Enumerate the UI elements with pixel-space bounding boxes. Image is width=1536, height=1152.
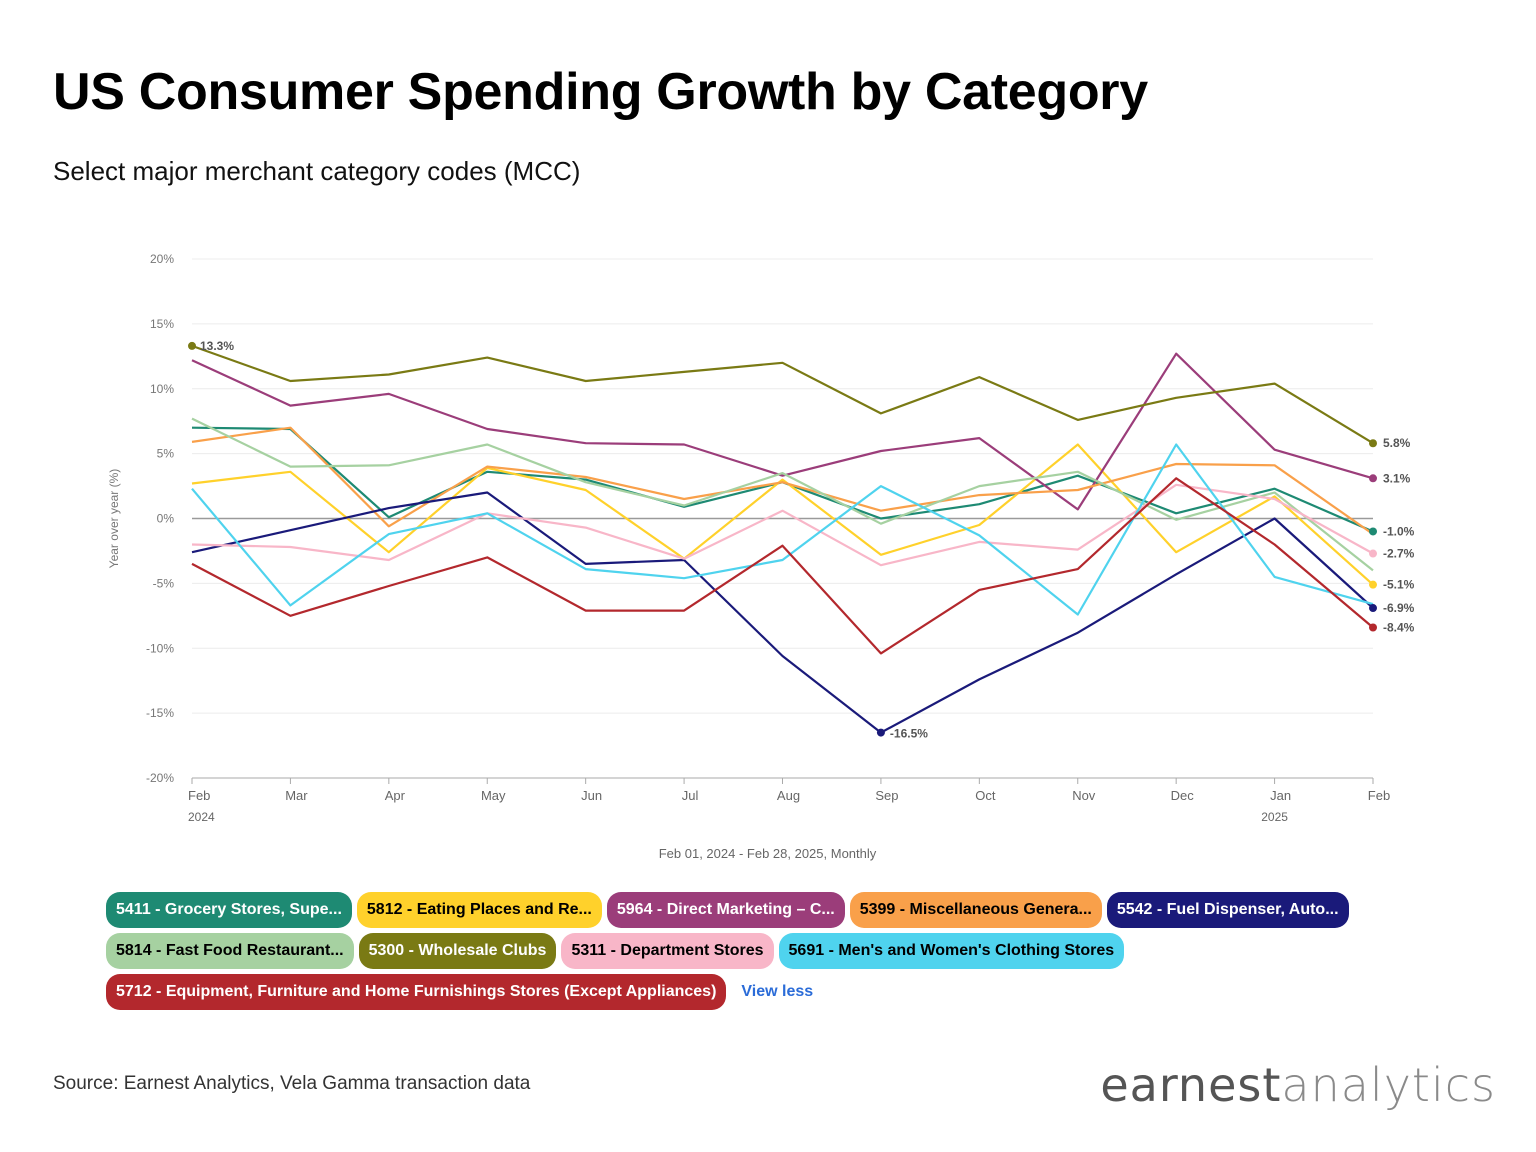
x-axis-label: Feb 01, 2024 - Feb 28, 2025, Monthly bbox=[659, 846, 877, 861]
x-tick-label: Dec bbox=[1171, 788, 1195, 803]
legend-item[interactable]: 5399 - Miscellaneous Genera... bbox=[849, 892, 1102, 928]
logo-text-bold: earnest bbox=[1100, 1058, 1282, 1112]
legend-item[interactable]: 5311 - Department Stores bbox=[561, 933, 774, 969]
x-axis: Feb Mar Apr May Jun Jul Aug Sep Oct Nov Dec Jan Feb 2… bbox=[188, 777, 1390, 861]
view-less-link[interactable]: View less bbox=[741, 983, 814, 1000]
end-value-label: -5.1% bbox=[1383, 578, 1415, 592]
series-line bbox=[191, 477, 1374, 655]
series-line bbox=[191, 344, 1374, 445]
x-tick-label: Sep bbox=[875, 788, 898, 803]
end-point-marker bbox=[1369, 623, 1377, 632]
x-tick-label: Feb bbox=[1368, 788, 1390, 803]
start-value-label: 13.3% bbox=[200, 339, 234, 353]
series-line bbox=[191, 443, 1374, 616]
y-tick-label: -10% bbox=[146, 641, 174, 655]
end-point-marker bbox=[1369, 474, 1377, 483]
x-year-label: 2024 bbox=[188, 810, 215, 824]
min-value-label: -16.5% bbox=[890, 727, 928, 741]
series-line bbox=[191, 483, 1374, 567]
series-line bbox=[191, 443, 1374, 586]
x-tick-label: May bbox=[481, 788, 506, 803]
grid-lines bbox=[192, 258, 1373, 779]
x-tick-label: Aug bbox=[777, 788, 800, 803]
y-axis: -20% -15% -10% -5% 0% 5% 10% 15% 20% Year over ye… bbox=[107, 252, 174, 785]
source-note: Source: Earnest Analytics, Vela Gamma tr… bbox=[53, 1073, 531, 1094]
data-labels: -1.0% -5.1% 3.1% -6.9% 5.8% 13.3% -2.7% -8.4% -1… bbox=[188, 339, 1415, 741]
y-tick-label: -20% bbox=[146, 771, 174, 785]
legend-item[interactable]: 5411 - Grocery Stores, Supe... bbox=[106, 892, 352, 928]
legend-row: 5814 - Fast Food Restaurant... 5300 - Who… bbox=[106, 933, 1406, 969]
legend-row: 5411 - Grocery Stores, Supe... 5812 - Eat… bbox=[106, 892, 1406, 928]
x-tick-label: Jan bbox=[1270, 788, 1291, 803]
series-lines bbox=[191, 344, 1374, 734]
legend-item[interactable]: 5542 - Fuel Dispenser, Auto... bbox=[1106, 892, 1349, 928]
legend-row: 5712 - Equipment, Furniture and Home Fur… bbox=[106, 974, 1406, 1010]
line-chart: -20% -15% -10% -5% 0% 5% 10% 15% 20% Year over ye… bbox=[107, 252, 1415, 861]
legend-item[interactable]: 5964 - Direct Marketing – C... bbox=[606, 892, 845, 928]
end-point-marker bbox=[1369, 549, 1377, 558]
legend: 5411 - Grocery Stores, Supe... 5812 - Eat… bbox=[106, 892, 1406, 1015]
end-value-label: 5.8% bbox=[1383, 436, 1411, 450]
y-tick-label: 5% bbox=[157, 447, 175, 461]
end-point-marker bbox=[1369, 580, 1377, 589]
end-value-label: -6.9% bbox=[1383, 601, 1415, 615]
series-line bbox=[191, 426, 1374, 536]
y-tick-label: 20% bbox=[150, 252, 174, 266]
series-line bbox=[191, 417, 1374, 572]
y-axis-label: Year over year (%) bbox=[107, 469, 121, 569]
end-value-label: -8.4% bbox=[1383, 620, 1415, 634]
y-tick-label: -5% bbox=[153, 576, 175, 590]
x-tick-label: Nov bbox=[1072, 788, 1096, 803]
x-tick-label: Oct bbox=[975, 788, 996, 803]
end-value-label: -2.7% bbox=[1383, 547, 1415, 561]
x-tick-label: Jul bbox=[682, 788, 699, 803]
legend-item[interactable]: 5814 - Fast Food Restaurant... bbox=[106, 933, 354, 969]
start-point-marker bbox=[188, 341, 196, 350]
x-tick-label: Jun bbox=[581, 788, 602, 803]
chart-subtitle: Select major merchant category codes (MC… bbox=[53, 156, 581, 186]
series-line bbox=[191, 352, 1374, 511]
x-tick-label: Mar bbox=[285, 788, 308, 803]
legend-item[interactable]: 5812 - Eating Places and Re... bbox=[356, 892, 602, 928]
y-tick-label: -15% bbox=[146, 706, 174, 720]
end-value-label: 3.1% bbox=[1383, 471, 1411, 485]
legend-item[interactable]: 5691 - Men's and Women's Clothing Stores bbox=[778, 933, 1125, 969]
y-tick-label: 15% bbox=[150, 317, 174, 331]
end-point-marker bbox=[1369, 604, 1377, 613]
series-line bbox=[191, 491, 1374, 734]
legend-item[interactable]: 5300 - Wholesale Clubs bbox=[358, 933, 557, 969]
min-point-marker bbox=[876, 728, 885, 737]
x-tick-label: Apr bbox=[385, 788, 406, 803]
legend-item[interactable]: 5712 - Equipment, Furniture and Home Fur… bbox=[106, 974, 727, 1010]
end-point-marker bbox=[1369, 527, 1377, 536]
x-year-label: 2025 bbox=[1261, 810, 1288, 824]
logo-text-light: analytics bbox=[1281, 1058, 1496, 1112]
y-tick-label: 0% bbox=[157, 512, 175, 526]
end-point-marker bbox=[1369, 439, 1377, 448]
chart-title: US Consumer Spending Growth by Category bbox=[53, 63, 1148, 121]
x-tick-label: Feb bbox=[188, 788, 210, 803]
y-tick-label: 10% bbox=[150, 382, 174, 396]
end-value-label: -1.0% bbox=[1383, 524, 1415, 538]
earnest-analytics-logo: earnestanalytics bbox=[1100, 1058, 1496, 1112]
